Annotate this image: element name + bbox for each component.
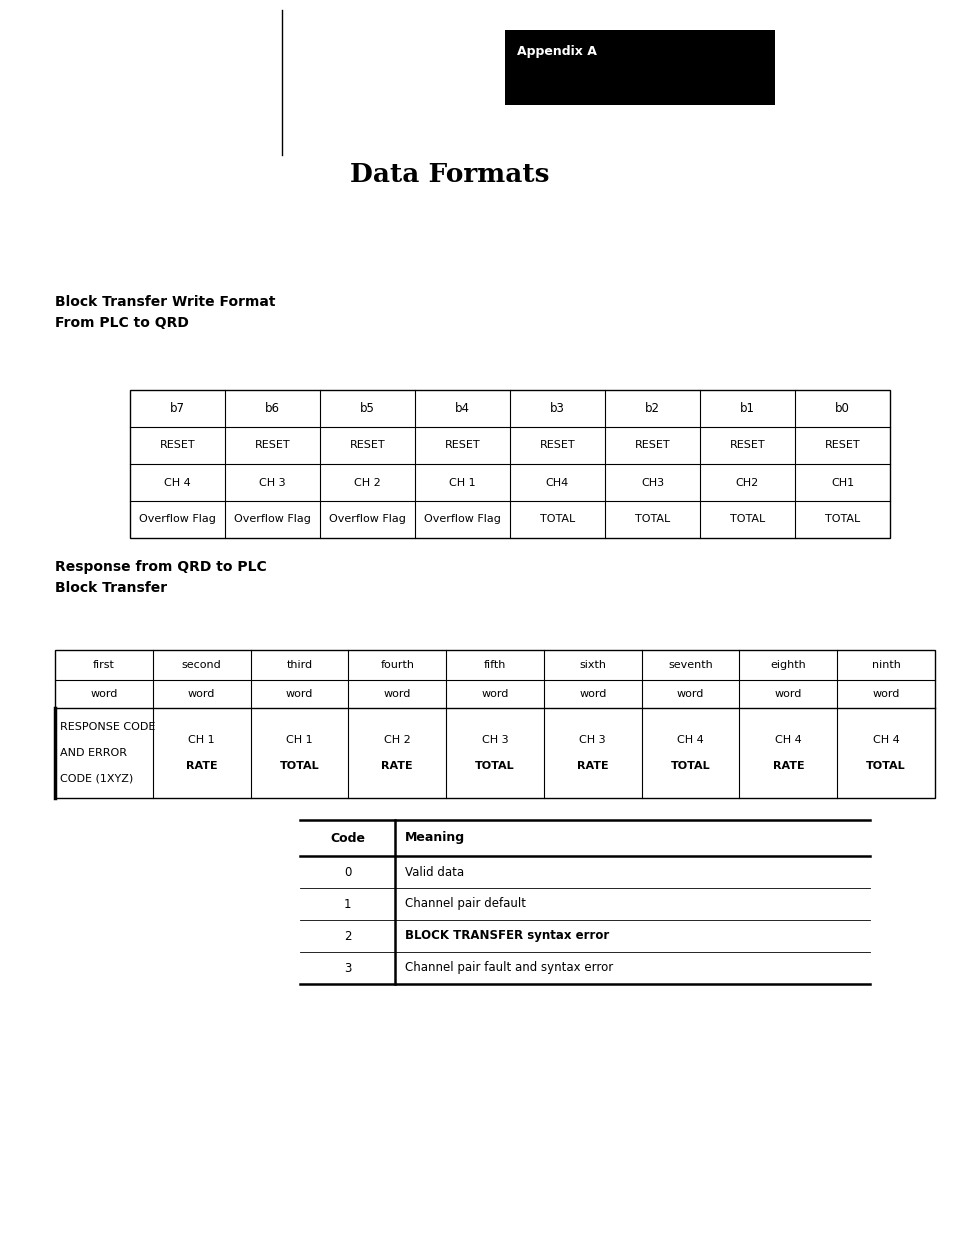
Text: eighth: eighth — [770, 659, 805, 671]
Text: third: third — [286, 659, 313, 671]
Text: CH 4: CH 4 — [164, 478, 191, 488]
Text: first: first — [92, 659, 114, 671]
Text: RESET: RESET — [350, 441, 385, 451]
Text: 1: 1 — [343, 898, 351, 910]
Text: Overflow Flag: Overflow Flag — [139, 515, 215, 525]
Text: b0: b0 — [834, 403, 849, 415]
Text: word: word — [481, 689, 508, 699]
Text: seventh: seventh — [667, 659, 712, 671]
Text: CH2: CH2 — [735, 478, 759, 488]
Text: fourth: fourth — [380, 659, 414, 671]
Text: CH 1: CH 1 — [449, 478, 476, 488]
Text: 2: 2 — [343, 930, 351, 942]
Text: CH 2: CH 2 — [354, 478, 380, 488]
Bar — [504, 30, 774, 105]
Text: word: word — [774, 689, 801, 699]
Text: b7: b7 — [170, 403, 185, 415]
Text: sixth: sixth — [578, 659, 606, 671]
Text: Overflow Flag: Overflow Flag — [329, 515, 406, 525]
Bar — [130, 390, 889, 538]
Text: CODE (1XYZ): CODE (1XYZ) — [60, 773, 133, 784]
Text: CH 1: CH 1 — [286, 735, 313, 745]
Text: Overflow Flag: Overflow Flag — [424, 515, 500, 525]
Text: b4: b4 — [455, 403, 470, 415]
Text: Overflow Flag: Overflow Flag — [233, 515, 311, 525]
Text: word: word — [578, 689, 606, 699]
Text: CH 2: CH 2 — [383, 735, 410, 745]
Text: RESET: RESET — [729, 441, 764, 451]
Text: TOTAL: TOTAL — [824, 515, 860, 525]
Text: Channel pair default: Channel pair default — [405, 898, 525, 910]
Text: Code: Code — [330, 831, 365, 845]
Text: CH1: CH1 — [830, 478, 853, 488]
Text: 0: 0 — [343, 866, 351, 878]
Text: Meaning: Meaning — [405, 831, 465, 845]
Text: word: word — [286, 689, 313, 699]
Text: b6: b6 — [265, 403, 280, 415]
Text: TOTAL: TOTAL — [279, 761, 319, 771]
Text: AND ERROR: AND ERROR — [60, 748, 127, 758]
Text: RESET: RESET — [159, 441, 195, 451]
Text: CH 3: CH 3 — [481, 735, 508, 745]
Text: Block Transfer Write Format
From PLC to QRD: Block Transfer Write Format From PLC to … — [55, 295, 275, 330]
Text: CH 3: CH 3 — [259, 478, 286, 488]
Text: RESET: RESET — [634, 441, 670, 451]
Text: word: word — [871, 689, 899, 699]
Text: RESET: RESET — [254, 441, 290, 451]
Text: TOTAL: TOTAL — [634, 515, 669, 525]
Text: Response from QRD to PLC
Block Transfer: Response from QRD to PLC Block Transfer — [55, 559, 267, 594]
Text: word: word — [383, 689, 411, 699]
Text: Valid data: Valid data — [405, 866, 464, 878]
Text: TOTAL: TOTAL — [670, 761, 710, 771]
Text: CH 4: CH 4 — [774, 735, 801, 745]
Text: b2: b2 — [644, 403, 659, 415]
Text: second: second — [182, 659, 221, 671]
Text: ninth: ninth — [871, 659, 900, 671]
Text: b1: b1 — [740, 403, 754, 415]
Text: RESET: RESET — [823, 441, 860, 451]
Text: TOTAL: TOTAL — [475, 761, 515, 771]
Text: Data Formats: Data Formats — [350, 163, 549, 188]
Text: CH 4: CH 4 — [872, 735, 899, 745]
Text: CH3: CH3 — [640, 478, 663, 488]
Text: RESET: RESET — [539, 441, 575, 451]
Text: TOTAL: TOTAL — [539, 515, 575, 525]
Text: b5: b5 — [359, 403, 375, 415]
Text: CH 3: CH 3 — [578, 735, 605, 745]
Text: 3: 3 — [343, 962, 351, 974]
Text: TOTAL: TOTAL — [729, 515, 764, 525]
Text: word: word — [91, 689, 117, 699]
Text: CH 4: CH 4 — [677, 735, 703, 745]
Text: RESET: RESET — [444, 441, 479, 451]
Text: BLOCK TRANSFER syntax error: BLOCK TRANSFER syntax error — [405, 930, 609, 942]
Text: RATE: RATE — [772, 761, 803, 771]
Text: RATE: RATE — [186, 761, 217, 771]
Text: RATE: RATE — [577, 761, 608, 771]
Text: CH 1: CH 1 — [188, 735, 214, 745]
Bar — [55, 650, 934, 798]
Text: RATE: RATE — [381, 761, 413, 771]
Text: Appendix A: Appendix A — [517, 46, 597, 58]
Text: Channel pair fault and syntax error: Channel pair fault and syntax error — [405, 962, 613, 974]
Text: CH4: CH4 — [545, 478, 569, 488]
Text: fifth: fifth — [483, 659, 506, 671]
Text: b3: b3 — [550, 403, 564, 415]
Text: word: word — [677, 689, 703, 699]
Text: word: word — [188, 689, 215, 699]
Text: TOTAL: TOTAL — [865, 761, 905, 771]
Text: RESPONSE CODE: RESPONSE CODE — [60, 722, 155, 732]
